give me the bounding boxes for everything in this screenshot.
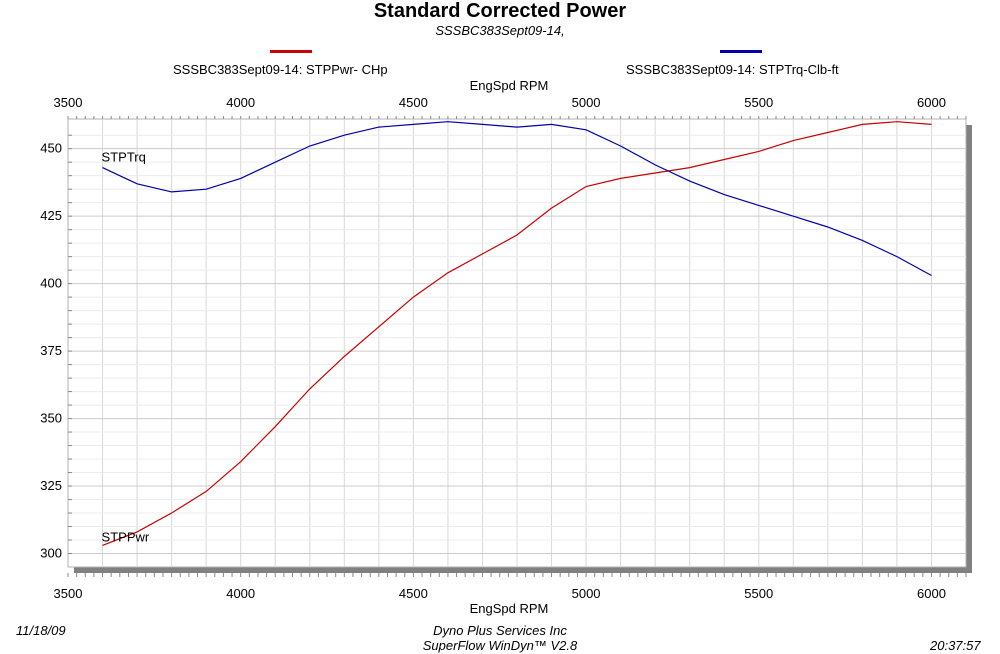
x-tick-label-top: 6000 xyxy=(917,95,946,110)
y-tick-label: 300 xyxy=(40,546,62,561)
x-axis-title-top: EngSpd RPM xyxy=(469,78,549,93)
chart-subtitle: SSSBC383Sept09-14, xyxy=(435,23,565,38)
chart-title: Standard Corrected Power xyxy=(373,0,627,22)
x-tick-label-bottom: 3500 xyxy=(54,586,83,601)
x-tick-label-top: 3500 xyxy=(54,95,83,110)
x-tick-label-top: 4000 xyxy=(226,95,255,110)
y-tick-label: 375 xyxy=(40,343,62,358)
footer-software: SuperFlow WinDyn™ V2.8 xyxy=(422,638,578,653)
x-tick-label-bottom: 4000 xyxy=(226,586,255,601)
x-tick-label-top: 5000 xyxy=(572,95,601,110)
y-tick-label: 325 xyxy=(40,478,62,493)
x-axis-title-bottom: EngSpd RPM xyxy=(469,601,549,616)
legend-swatch-torque xyxy=(720,50,762,53)
series xyxy=(102,121,932,546)
x-tick-label-bottom: 5000 xyxy=(572,586,601,601)
y-tick-label: 450 xyxy=(40,141,62,156)
y-tick-label: 350 xyxy=(40,411,62,426)
footer-company: Dyno Plus Services Inc xyxy=(433,623,567,638)
footer-time: 20:37:57 xyxy=(930,638,981,653)
footer-date: 11/18/09 xyxy=(16,623,66,638)
x-tick-label-bottom: 6000 xyxy=(917,586,946,601)
axis-ticks: 3500 3500 4000 4000 4500 4500 5000 5000 5500 5500… xyxy=(40,95,967,601)
x-tick-label-top: 4500 xyxy=(399,95,428,110)
legend-swatch-power xyxy=(270,50,312,53)
legend-label-torque: SSSBC383Sept09-14: STPTrq-Clb-ft xyxy=(626,62,839,77)
series-line-stppwr xyxy=(102,121,932,546)
x-tick-label-bottom: 4500 xyxy=(399,586,428,601)
series-labels: STPPwr STPTrq xyxy=(102,150,150,545)
x-tick-label-top: 5500 xyxy=(744,95,773,110)
x-tick-label-bottom: 5500 xyxy=(744,586,773,601)
y-tick-label: 400 xyxy=(40,276,62,291)
y-tick-label: 425 xyxy=(40,208,62,223)
legend-label-power: SSSBC383Sept09-14: STPPwr- CHp xyxy=(173,62,388,77)
series-label-stppwr: STPPwr xyxy=(102,529,150,544)
series-label-stptrq: STPTrq xyxy=(102,150,146,165)
grid xyxy=(68,119,966,567)
series-line-stptrq xyxy=(102,121,932,277)
